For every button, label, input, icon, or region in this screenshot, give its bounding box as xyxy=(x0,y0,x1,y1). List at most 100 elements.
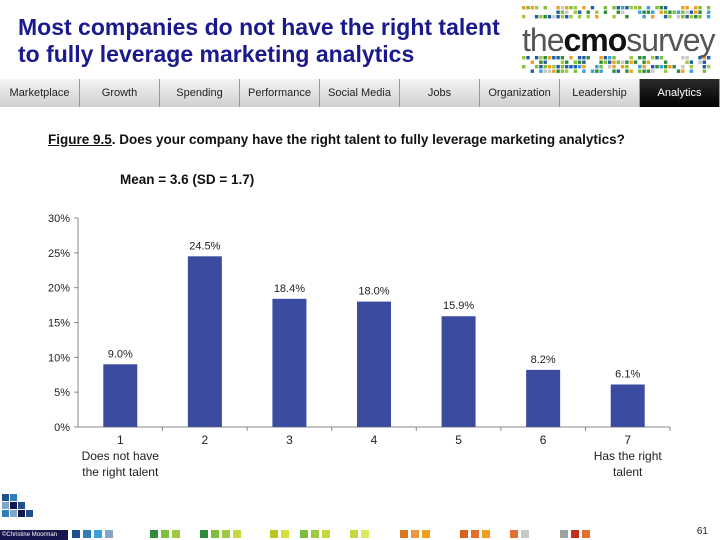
footer-square xyxy=(281,530,289,538)
logo-dot xyxy=(646,6,651,10)
x-tick-label: 6 xyxy=(540,433,547,447)
bar-chart: 0% 5% 10% 15% 20% 25% 30% 9.0% 1 Does not have the… xyxy=(48,213,671,479)
logo-dot xyxy=(642,65,646,69)
logo-dot xyxy=(582,56,586,60)
nav-tab-performance[interactable]: Performance xyxy=(240,79,320,107)
logo-dot xyxy=(625,60,629,64)
x-category-sublabel: Has the right xyxy=(594,449,663,463)
logo-dot xyxy=(547,56,552,60)
logo-dot xyxy=(638,69,642,73)
logo-dot xyxy=(552,65,556,69)
logo-dot xyxy=(560,69,565,73)
logo-dot xyxy=(595,10,599,14)
logo-dot xyxy=(663,15,668,19)
footer-square xyxy=(72,530,80,538)
logo-dot xyxy=(651,65,655,69)
logo-dot xyxy=(560,65,565,69)
logo-dot xyxy=(642,60,646,64)
logo-dot xyxy=(582,6,586,10)
nav-tab-analytics[interactable]: Analytics xyxy=(640,79,720,107)
logo-dot xyxy=(582,65,586,69)
logo-dot xyxy=(629,6,633,10)
nav-tab-growth[interactable]: Growth xyxy=(80,79,160,107)
logo-dot xyxy=(698,15,702,19)
footer-square xyxy=(150,530,158,538)
logo-dot xyxy=(655,56,659,60)
logo-dot xyxy=(685,56,689,60)
x-category-sublabel: talent xyxy=(613,465,643,479)
data-label: 18.0% xyxy=(358,286,389,298)
footer-square xyxy=(560,530,568,538)
logo-dot xyxy=(603,60,608,64)
logo-dot xyxy=(642,15,646,19)
footer-square xyxy=(200,530,208,538)
footer-square xyxy=(94,530,102,538)
y-tick-label: 20% xyxy=(48,283,70,295)
logo-dot xyxy=(577,60,582,64)
nav-tab-organization[interactable]: Organization xyxy=(480,79,560,107)
nav-tab-social-media[interactable]: Social Media xyxy=(320,79,400,107)
logo-dot xyxy=(625,15,629,19)
footer-square xyxy=(422,530,430,538)
logo-dot xyxy=(620,10,625,14)
logo-dot xyxy=(646,69,651,73)
logo-dot xyxy=(539,65,543,69)
logo-dot xyxy=(651,69,655,73)
logo-dot xyxy=(702,65,706,69)
footer-square xyxy=(411,530,419,538)
logo-dot xyxy=(638,6,642,10)
cmo-survey-logo: thecmosurvey xyxy=(518,4,716,76)
logo-dot xyxy=(522,56,526,60)
bar-4 xyxy=(357,301,391,427)
logo-dot xyxy=(577,56,582,60)
nav-tab-leadership[interactable]: Leadership xyxy=(560,79,640,107)
logo-dot xyxy=(556,6,560,10)
logo-dot xyxy=(552,69,556,73)
logo-dot xyxy=(608,65,612,69)
logo-dot xyxy=(573,69,577,73)
logo-dot xyxy=(646,10,651,14)
logo-dot xyxy=(616,69,620,73)
nav-tab-jobs[interactable]: Jobs xyxy=(400,79,480,107)
logo-dot xyxy=(651,15,655,19)
x-tick-label: 3 xyxy=(286,433,293,447)
logo-dot xyxy=(534,65,539,69)
logo-dot xyxy=(530,69,534,73)
footer-square xyxy=(510,530,518,538)
data-label: 9.0% xyxy=(108,348,133,360)
logo-dot xyxy=(556,15,560,19)
x-category-sublabel: Does not have xyxy=(82,449,160,463)
logo-dot xyxy=(565,10,569,14)
logo-dot xyxy=(655,6,659,10)
y-tick-label: 25% xyxy=(48,248,70,260)
logo-dot xyxy=(530,60,534,64)
logo-dot xyxy=(573,10,577,14)
logo-dot xyxy=(599,69,603,73)
footer-square xyxy=(350,530,358,538)
logo-dot xyxy=(616,6,620,10)
logo-dot xyxy=(659,6,663,10)
logo-dot xyxy=(689,10,694,14)
logo-dot xyxy=(663,60,668,64)
copyright: ©Christine Moorman xyxy=(0,530,68,540)
logo-dot xyxy=(543,65,547,69)
footer-square xyxy=(18,510,25,517)
footer-square xyxy=(322,530,330,538)
logo-dot xyxy=(522,65,526,69)
logo-dot xyxy=(694,6,698,10)
logo-dot xyxy=(608,56,612,60)
logo-dot xyxy=(681,65,685,69)
logo-dot xyxy=(629,69,633,73)
footer-square xyxy=(10,502,17,509)
logo-dot xyxy=(685,60,689,64)
logo-dot xyxy=(556,56,560,60)
footer-square xyxy=(2,494,9,501)
figure-question: . Does your company have the right talen… xyxy=(111,132,625,147)
logo-dot xyxy=(685,10,689,14)
nav-tab-spending[interactable]: Spending xyxy=(160,79,240,107)
logo-dot xyxy=(663,65,668,69)
y-tick-label: 5% xyxy=(54,387,70,399)
logo-dot xyxy=(668,10,672,14)
logo-dot xyxy=(573,60,577,64)
nav-tab-marketplace[interactable]: Marketplace xyxy=(0,79,80,107)
